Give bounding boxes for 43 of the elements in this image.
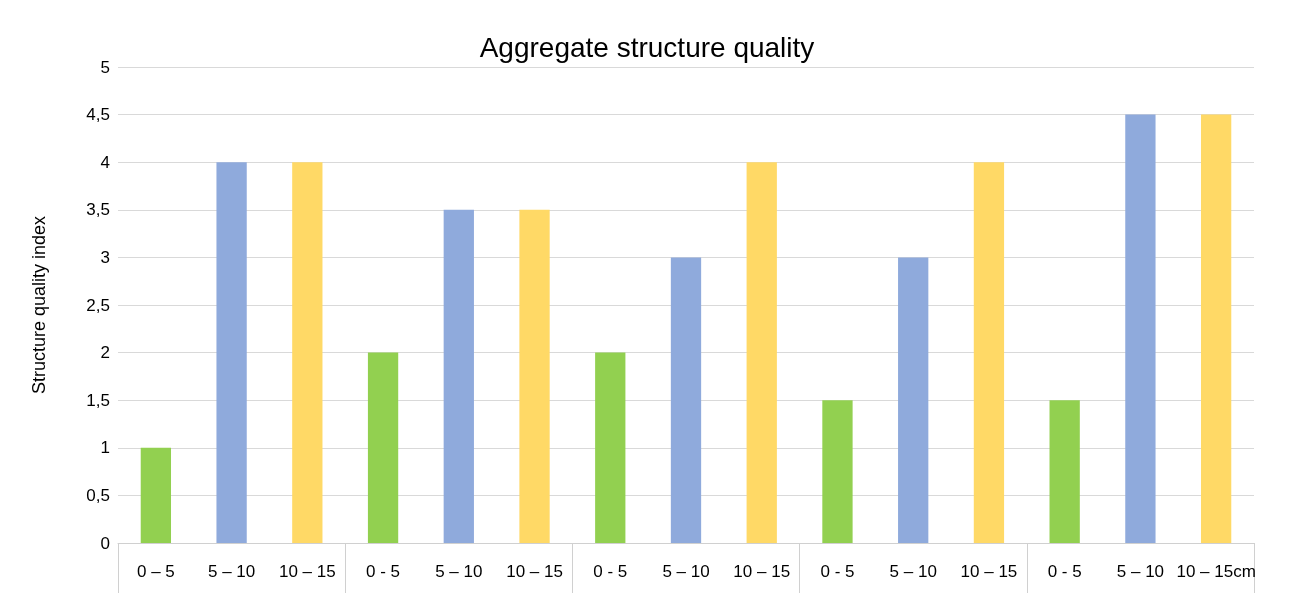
- x-tick-label: 0 - 5: [593, 562, 628, 581]
- bar: [746, 162, 777, 543]
- x-tick-label: 5 – 10: [1116, 562, 1165, 581]
- x-tick-label: 0 - 5: [366, 562, 401, 581]
- bar: [443, 209, 474, 543]
- y-tick-label: 3: [100, 247, 110, 267]
- x-tick-label: 10 – 15: [733, 562, 791, 581]
- x-tick-label: 10 – 15cm: [1176, 562, 1256, 581]
- y-tick-label: 4,5: [86, 105, 110, 125]
- y-tick-label: 3,5: [86, 200, 110, 220]
- bar: [519, 209, 550, 543]
- y-tick-label: 0: [100, 533, 110, 553]
- y-tick-label: 4: [100, 152, 110, 172]
- x-tick-label: 5 – 10: [435, 562, 483, 581]
- x-tick-label: 0 – 5: [136, 562, 175, 581]
- bar: [898, 257, 929, 543]
- y-tick-label: 2: [100, 343, 110, 363]
- bar: [367, 352, 399, 543]
- x-tick-label: 5 – 10: [662, 562, 710, 581]
- x-tick-label: 10 – 15: [278, 562, 336, 581]
- x-tick-label: 10 – 15: [960, 562, 1018, 581]
- bar: [140, 447, 172, 543]
- bar: [1049, 400, 1080, 543]
- chart-title: Aggregate structure quality: [479, 31, 815, 63]
- bar: [292, 162, 323, 543]
- bar: [1200, 114, 1232, 543]
- x-tick-label: 10 – 15: [506, 562, 563, 581]
- bar: [216, 162, 247, 543]
- x-tick-label: 5 – 10: [207, 562, 256, 581]
- x-tick-label: 0 - 5: [820, 562, 855, 581]
- bar: [973, 162, 1005, 543]
- bar: [1125, 114, 1156, 543]
- x-tick-label: 5 – 10: [889, 562, 937, 581]
- y-tick-label: 1,5: [86, 390, 110, 410]
- bar: [670, 257, 702, 543]
- bar: [822, 400, 853, 543]
- y-axis-title: Structure quality index: [29, 215, 49, 395]
- x-tick-label: 0 - 5: [1047, 562, 1082, 581]
- y-tick-label: 5: [100, 57, 110, 77]
- bar: [595, 352, 626, 543]
- y-tick-label: 2,5: [86, 295, 110, 315]
- y-tick-label: 0,5: [86, 485, 110, 505]
- y-tick-label: 1: [100, 438, 110, 458]
